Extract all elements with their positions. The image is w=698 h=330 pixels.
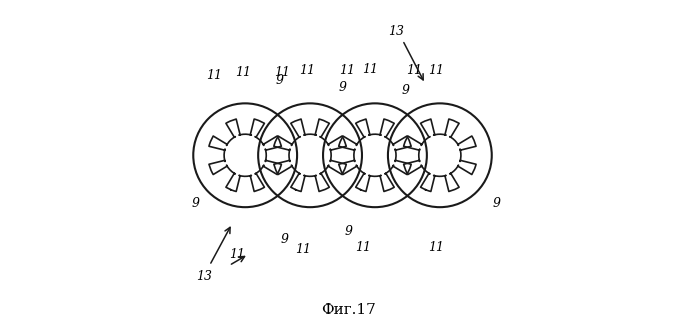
Text: 11: 11	[207, 69, 223, 82]
Text: 13: 13	[197, 270, 213, 283]
Text: 11: 11	[274, 66, 290, 79]
Text: 13: 13	[388, 25, 404, 39]
Text: 9: 9	[339, 81, 346, 94]
Text: 11: 11	[339, 64, 355, 78]
Text: 11: 11	[362, 63, 378, 76]
Text: 11: 11	[355, 241, 371, 254]
Text: 9: 9	[192, 197, 200, 211]
Text: 11: 11	[229, 248, 245, 261]
Text: 9: 9	[493, 197, 500, 211]
Text: 11: 11	[429, 64, 445, 78]
Text: 9: 9	[280, 233, 288, 246]
Text: 11: 11	[235, 66, 251, 79]
Text: 11: 11	[295, 243, 311, 256]
Text: Фиг.17: Фиг.17	[322, 304, 376, 317]
Text: 9: 9	[402, 84, 410, 97]
Text: 11: 11	[299, 64, 315, 78]
Text: 11: 11	[429, 241, 445, 254]
Text: 11: 11	[406, 64, 422, 78]
Text: 9: 9	[345, 225, 353, 238]
Text: 9: 9	[275, 74, 283, 87]
